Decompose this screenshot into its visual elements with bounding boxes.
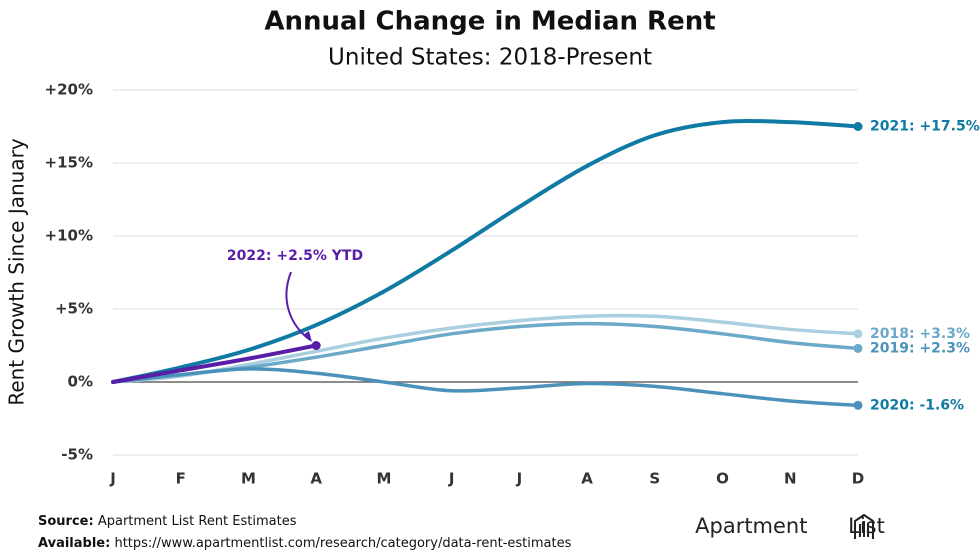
available: Available: https://www.apartmentlist.com… — [38, 536, 572, 551]
x-tick-label: M — [241, 470, 256, 488]
x-tick-label: J — [516, 470, 523, 488]
y-tick-label: 0% — [68, 373, 93, 391]
series-line — [111, 321, 860, 384]
y-tick-label: +5% — [55, 300, 93, 318]
chart-title: Annual Change in Median Rent — [264, 7, 715, 37]
x-tick-label: D — [852, 470, 864, 488]
source-label: Source: — [38, 514, 94, 529]
logo-bars — [859, 521, 869, 537]
x-tick-label: A — [310, 470, 322, 488]
y-tick-label: +15% — [45, 154, 93, 172]
x-tick-label: J — [109, 470, 116, 488]
x-tick-label: A — [581, 470, 593, 488]
x-tick-label: J — [448, 470, 455, 488]
source: Source: Apartment List Rent Estimates — [38, 514, 297, 529]
end-dot — [853, 400, 863, 410]
series-label: 2021: +17.5% — [870, 119, 980, 135]
x-tick-label: O — [716, 470, 729, 488]
series-line — [111, 367, 860, 408]
grid — [113, 89, 858, 456]
end-dot — [853, 329, 863, 339]
end-dot — [853, 122, 863, 131]
series-label: 2018: +3.3% — [870, 326, 970, 342]
logo-outline — [854, 513, 874, 539]
y-tick-label: -5% — [61, 446, 93, 464]
x-tick-label: S — [649, 470, 660, 488]
available-text: https://www.apartmentlist.com/research/c… — [114, 536, 571, 551]
available-label: Available: — [38, 536, 110, 551]
y-tick-label: +10% — [45, 227, 93, 245]
series-line — [111, 118, 860, 384]
x-tick-label: N — [784, 470, 797, 488]
x-tick-label: F — [176, 470, 186, 488]
y-tick-label: +20% — [45, 81, 93, 99]
logo: Apartment List — [695, 514, 885, 538]
logo-icon — [854, 513, 874, 539]
series-line — [111, 313, 860, 384]
end-dot — [311, 341, 321, 350]
series-label: 2020: -1.6% — [870, 397, 964, 413]
lines — [111, 118, 863, 410]
series-line — [111, 343, 319, 384]
arrow-head — [303, 331, 312, 342]
series-label: 2019: +2.3% — [870, 340, 970, 356]
end-dot — [853, 343, 863, 353]
x-tick-label: M — [376, 470, 391, 488]
y-axis-label: Rent Growth Since January — [5, 138, 29, 405]
chart-subtitle: United States: 2018-Present — [328, 45, 652, 71]
source-text: Apartment List Rent Estimates — [98, 514, 297, 529]
series-label: 2022: +2.5% YTD — [227, 248, 363, 264]
